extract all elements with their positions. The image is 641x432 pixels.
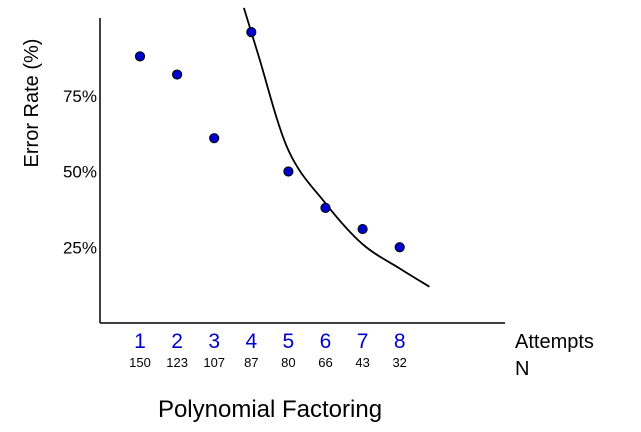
x-tick-label: 7 (357, 330, 369, 353)
fit-curve (243, 7, 430, 288)
count-label: 107 (203, 355, 225, 370)
count-label: 43 (355, 355, 369, 370)
count-label: 150 (129, 355, 151, 370)
x-tick-label: 2 (171, 330, 183, 353)
count-group: 150 123 107 87 80 66 43 32 (129, 355, 407, 370)
x-tick-label: 4 (245, 330, 257, 353)
count-label: 80 (281, 355, 295, 370)
data-point (320, 202, 331, 213)
data-point (357, 223, 368, 235)
x-tick-label: 3 (208, 330, 220, 353)
count-label: 32 (392, 355, 406, 370)
data-point (134, 51, 146, 62)
x-tick-label: 6 (320, 330, 332, 353)
y-tick-label: 25% (63, 238, 97, 257)
x-tick-label: 1 (134, 330, 146, 353)
chart-title: Polynomial Factoring (158, 396, 382, 423)
y-axis-title: Error Rate (%) (21, 39, 43, 168)
x-tick-label: 8 (394, 330, 406, 353)
y-tick-label: 50% (63, 163, 97, 182)
data-point (209, 133, 220, 144)
count-label: 66 (318, 355, 332, 370)
x-axis-title-line2: N (515, 358, 529, 380)
x-tick-label: 5 (283, 330, 295, 353)
x-axis-title: Attempts (515, 331, 594, 353)
count-label: 123 (166, 355, 188, 370)
data-point-group (134, 27, 405, 253)
data-point (246, 27, 257, 38)
y-tick-label: 75% (63, 87, 97, 106)
count-label: 87 (244, 355, 258, 370)
x-tick-group: 1 2 3 4 5 6 7 8 (134, 330, 405, 353)
data-point (283, 166, 294, 177)
data-point (172, 69, 183, 80)
y-tick-group: 25% 50% 75% (63, 87, 97, 258)
data-point (394, 242, 405, 253)
